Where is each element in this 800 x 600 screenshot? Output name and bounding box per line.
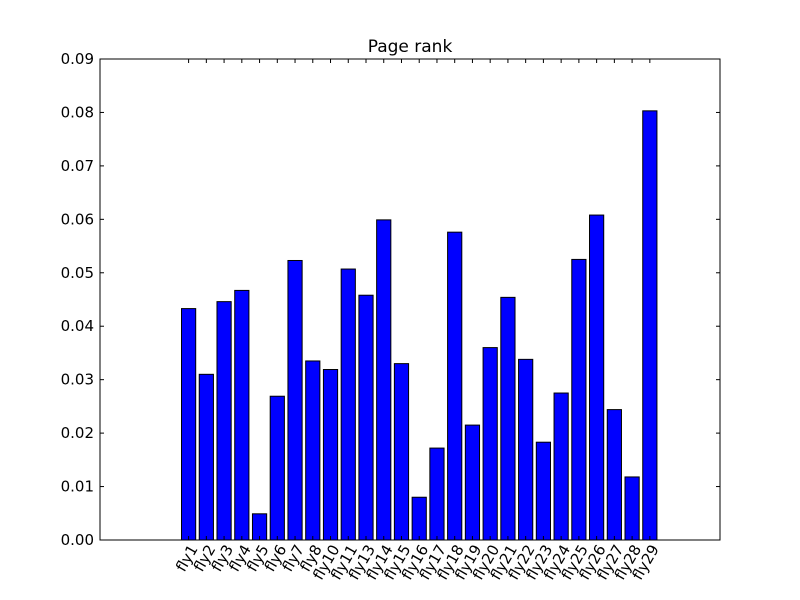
bars-group [181, 110, 658, 541]
bar-fly19 [464, 424, 481, 541]
bar-fly16 [411, 496, 427, 541]
bar-fly24 [553, 392, 569, 541]
y-tick-label-2: 0.02 [61, 424, 94, 442]
bar-fly21 [500, 296, 516, 541]
y-tick-label-0: 0.00 [61, 531, 94, 549]
y-tick-label-3: 0.03 [61, 371, 94, 389]
bar-fly15 [393, 363, 410, 541]
bar-fly26 [589, 214, 605, 541]
bar-fly13 [358, 294, 374, 541]
bar-fly22 [518, 358, 534, 541]
bar-fly27 [606, 409, 622, 541]
plot-frame [99, 58, 721, 541]
bar-fly6 [269, 395, 285, 541]
y-tick-label-6: 0.06 [61, 210, 94, 228]
bar-fly29 [642, 110, 658, 541]
y-tick-label-8: 0.08 [61, 103, 94, 121]
y-tick-label-7: 0.07 [61, 157, 94, 175]
y-tick-label-4: 0.04 [61, 317, 94, 335]
bar-fly2 [198, 373, 214, 541]
bar-fly23 [535, 441, 551, 541]
y-tick-label-5: 0.05 [61, 264, 94, 282]
bar-fly3 [216, 301, 232, 541]
bar-fly14 [376, 219, 392, 541]
bar-fly25 [571, 258, 587, 541]
bar-fly17 [429, 447, 445, 541]
bar-fly1 [181, 308, 197, 541]
bar-fly18 [447, 231, 463, 541]
bar-fly20 [482, 347, 498, 541]
y-tick-label-1: 0.01 [61, 478, 94, 496]
bar-fly4 [234, 289, 250, 541]
chart-title: Page rank [368, 37, 453, 57]
bar-fly7 [287, 259, 303, 541]
bar-fly10 [322, 369, 339, 541]
bar-fly8 [305, 360, 321, 541]
y-tick-label-9: 0.09 [61, 50, 94, 68]
bar-fly11 [340, 268, 356, 541]
bar-fly28 [624, 476, 640, 541]
